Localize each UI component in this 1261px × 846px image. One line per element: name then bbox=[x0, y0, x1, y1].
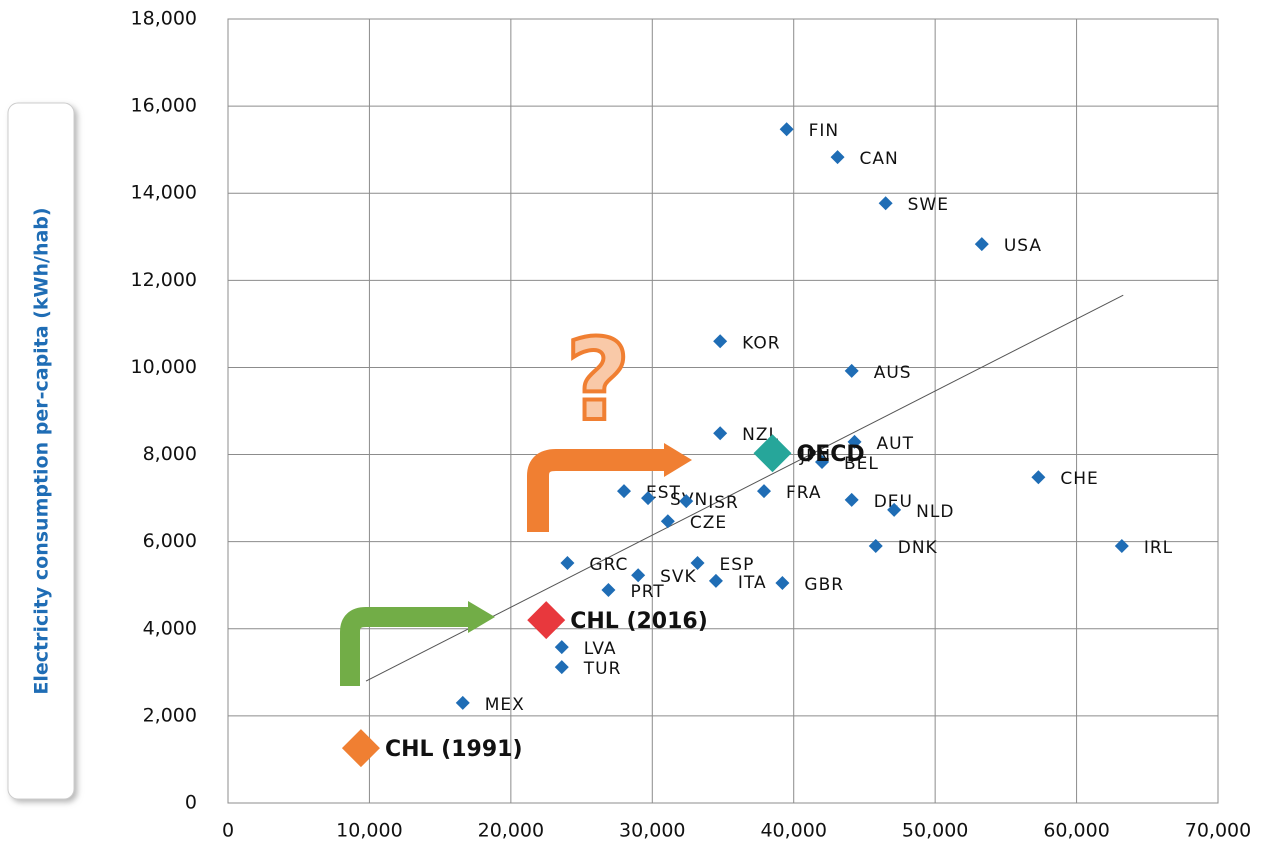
point-label: SWE bbox=[908, 195, 949, 215]
point bbox=[868, 539, 883, 554]
point-label: GRC bbox=[589, 555, 628, 575]
y-tick-label: 16,000 bbox=[131, 95, 197, 117]
point bbox=[455, 695, 470, 710]
point bbox=[708, 573, 723, 588]
point-label: ESP bbox=[720, 555, 755, 575]
x-tick-label: 50,000 bbox=[902, 820, 968, 842]
point-label: PRT bbox=[630, 582, 664, 602]
point bbox=[690, 556, 705, 571]
y-tick-label: 6,000 bbox=[143, 530, 197, 552]
point bbox=[775, 576, 790, 591]
y-tick-label: 8,000 bbox=[143, 443, 197, 465]
point-label: OECD bbox=[797, 442, 865, 467]
green-arrow bbox=[340, 607, 470, 686]
y-tick-label: 0 bbox=[185, 792, 197, 814]
point-label: CHL (2016) bbox=[570, 609, 708, 634]
point bbox=[713, 426, 728, 441]
point-label: CHL (1991) bbox=[385, 737, 523, 762]
y-tick-label: 12,000 bbox=[131, 269, 197, 291]
point-label: CHE bbox=[1060, 469, 1098, 489]
point bbox=[1114, 539, 1129, 554]
point-label: KOR bbox=[742, 333, 780, 353]
point bbox=[341, 729, 380, 768]
point-label: CAN bbox=[860, 149, 899, 169]
point-label: CZE bbox=[690, 513, 727, 533]
point-label: ITA bbox=[738, 573, 767, 593]
x-tick-label: 10,000 bbox=[336, 820, 402, 842]
x-tick-label: 30,000 bbox=[619, 820, 685, 842]
y-axis-title: Electricity consumption per-capita (kWh/… bbox=[31, 207, 53, 694]
point-label: NLD bbox=[916, 502, 954, 522]
x-tick-label: 0 bbox=[222, 820, 234, 842]
point-label: MEX bbox=[485, 695, 525, 715]
point bbox=[844, 363, 859, 378]
point-label: USA bbox=[1004, 236, 1042, 256]
point-label: IRL bbox=[1144, 538, 1173, 558]
point bbox=[554, 660, 569, 675]
x-tick-label: 60,000 bbox=[1043, 820, 1109, 842]
point bbox=[631, 568, 646, 583]
point-label: FIN bbox=[809, 121, 840, 141]
point bbox=[660, 514, 675, 529]
point bbox=[679, 494, 694, 509]
point bbox=[527, 601, 566, 640]
orange-arrowhead bbox=[664, 443, 692, 477]
point bbox=[847, 434, 862, 449]
point bbox=[815, 454, 829, 469]
point-label: SVK bbox=[660, 567, 697, 587]
x-tick-label: 70,000 bbox=[1185, 820, 1251, 842]
point-label: FRA bbox=[786, 483, 822, 503]
point bbox=[617, 484, 631, 499]
point-label: BEL bbox=[844, 454, 879, 474]
point-label: TUR bbox=[583, 659, 622, 679]
arrows bbox=[340, 443, 692, 686]
y-tick-label: 10,000 bbox=[131, 356, 197, 378]
point-label: GBR bbox=[804, 575, 844, 595]
point bbox=[713, 334, 728, 349]
y-tick-label: 14,000 bbox=[131, 182, 197, 204]
orange-arrow bbox=[527, 449, 666, 532]
point bbox=[830, 150, 845, 165]
plot-area: 0 2,000 4,000 6,000 8,000 10,000 12,000 14,000 1… bbox=[131, 8, 1252, 842]
point bbox=[1031, 470, 1046, 485]
green-arrowhead bbox=[468, 601, 495, 633]
x-tick-label: 40,000 bbox=[760, 820, 826, 842]
question-mark: ? bbox=[566, 316, 631, 446]
point bbox=[757, 484, 772, 499]
point bbox=[878, 196, 893, 211]
point-label: ISR bbox=[708, 493, 739, 513]
y-label-box bbox=[7, 102, 75, 800]
point bbox=[601, 583, 616, 598]
x-tick-label: 20,000 bbox=[478, 820, 544, 842]
y-tick-label: 4,000 bbox=[143, 617, 197, 639]
point bbox=[887, 502, 902, 517]
point-label: AUT bbox=[877, 434, 914, 454]
point-label: DEU bbox=[874, 492, 913, 512]
point bbox=[641, 491, 656, 506]
point-label: LVA bbox=[584, 639, 617, 659]
point-label: DNK bbox=[898, 538, 938, 558]
point bbox=[974, 237, 989, 252]
point-label: AUS bbox=[874, 363, 912, 383]
point bbox=[753, 434, 792, 473]
y-tick-label: 18,000 bbox=[131, 8, 197, 30]
y-tick-label: 2,000 bbox=[143, 704, 197, 726]
plot-frame bbox=[227, 18, 1219, 804]
point bbox=[560, 556, 575, 571]
point bbox=[844, 492, 859, 507]
point bbox=[554, 640, 569, 655]
point bbox=[779, 122, 794, 137]
